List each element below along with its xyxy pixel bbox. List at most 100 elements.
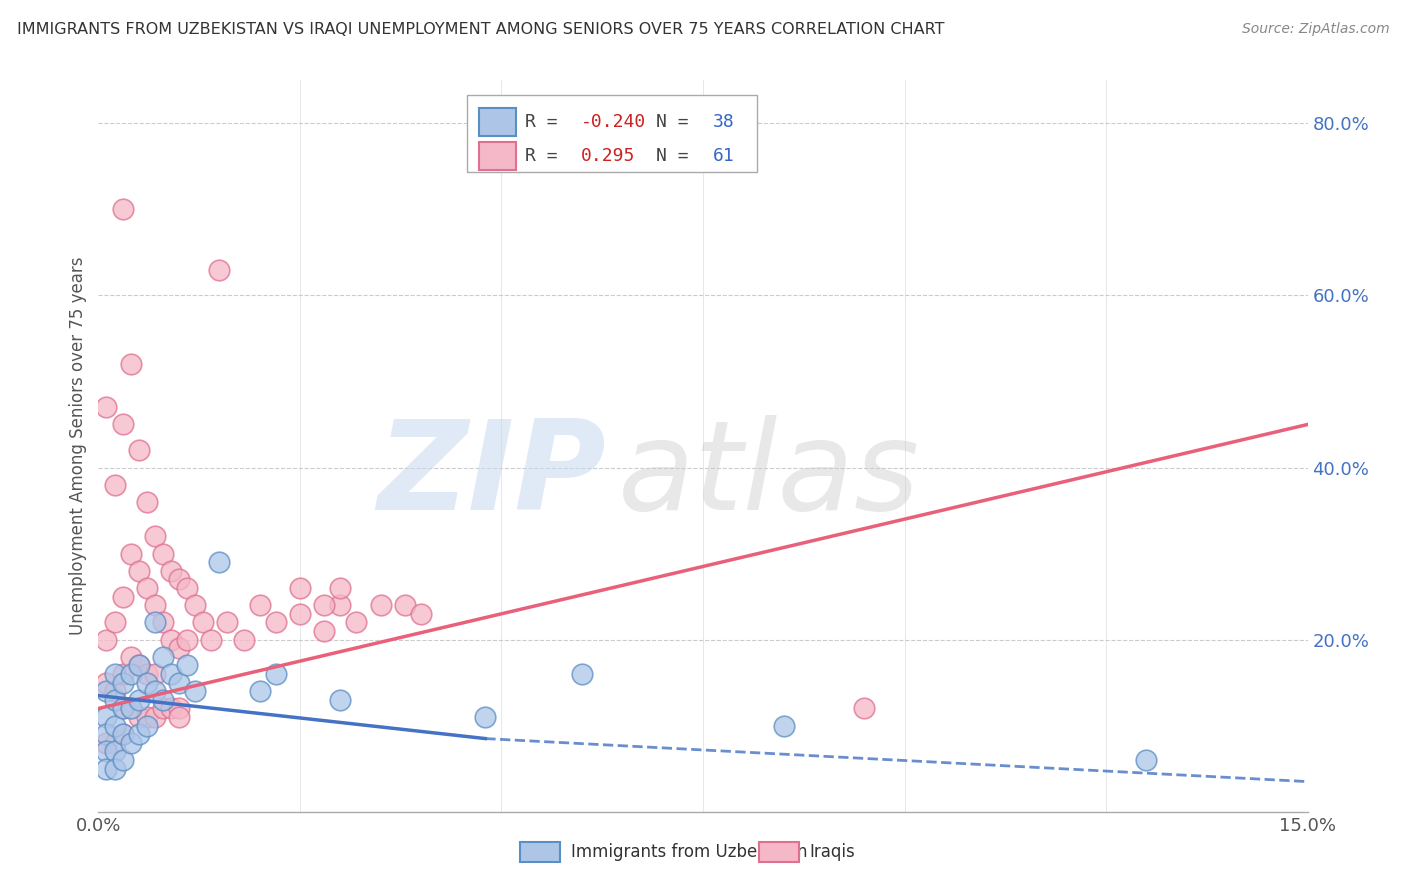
Point bbox=[1135, 753, 1157, 767]
Text: ZIP: ZIP bbox=[378, 415, 606, 536]
Point bbox=[249, 684, 271, 698]
Point bbox=[120, 701, 142, 715]
Point bbox=[167, 701, 190, 715]
Point bbox=[176, 658, 198, 673]
Point bbox=[128, 658, 150, 673]
Point bbox=[853, 701, 876, 715]
Text: -0.240: -0.240 bbox=[581, 113, 647, 131]
Text: 0.295: 0.295 bbox=[581, 146, 636, 165]
Y-axis label: Unemployment Among Seniors over 75 years: Unemployment Among Seniors over 75 years bbox=[69, 257, 87, 635]
Point bbox=[111, 667, 134, 681]
Point bbox=[111, 753, 134, 767]
Point bbox=[103, 744, 125, 758]
Point bbox=[96, 632, 118, 647]
Text: N =: N = bbox=[655, 113, 699, 131]
Point bbox=[167, 675, 190, 690]
Point bbox=[111, 590, 134, 604]
Point bbox=[111, 727, 134, 741]
Point bbox=[135, 675, 157, 690]
Point bbox=[160, 564, 183, 578]
Point bbox=[208, 262, 231, 277]
Point bbox=[103, 736, 125, 750]
Point bbox=[128, 443, 150, 458]
FancyBboxPatch shape bbox=[467, 95, 758, 171]
Point bbox=[314, 598, 336, 612]
Point bbox=[249, 598, 271, 612]
FancyBboxPatch shape bbox=[479, 142, 516, 169]
Point bbox=[103, 615, 125, 630]
Point bbox=[120, 547, 142, 561]
Point bbox=[128, 658, 150, 673]
Text: R =: R = bbox=[526, 146, 569, 165]
Point bbox=[120, 701, 142, 715]
Text: Source: ZipAtlas.com: Source: ZipAtlas.com bbox=[1241, 22, 1389, 37]
Point bbox=[184, 684, 207, 698]
Point bbox=[176, 632, 198, 647]
Point bbox=[160, 701, 183, 715]
Point bbox=[128, 727, 150, 741]
Point bbox=[135, 719, 157, 733]
Point bbox=[264, 615, 287, 630]
Point bbox=[128, 693, 150, 707]
Text: atlas: atlas bbox=[619, 415, 921, 536]
Point bbox=[135, 667, 157, 681]
Point bbox=[329, 581, 352, 595]
Point bbox=[120, 736, 142, 750]
Point bbox=[143, 615, 166, 630]
FancyBboxPatch shape bbox=[479, 108, 516, 136]
Point bbox=[288, 581, 311, 595]
Point bbox=[103, 719, 125, 733]
Point bbox=[344, 615, 367, 630]
Point bbox=[120, 357, 142, 371]
Point bbox=[329, 598, 352, 612]
Point bbox=[96, 675, 118, 690]
Point bbox=[160, 667, 183, 681]
Point bbox=[217, 615, 239, 630]
Point bbox=[474, 710, 496, 724]
Point bbox=[96, 727, 118, 741]
Point bbox=[143, 684, 166, 698]
Text: Iraqis: Iraqis bbox=[810, 843, 856, 861]
Text: 38: 38 bbox=[713, 113, 734, 131]
Point bbox=[111, 727, 134, 741]
Point bbox=[96, 762, 118, 776]
Point bbox=[103, 477, 125, 491]
Point bbox=[200, 632, 222, 647]
Text: IMMIGRANTS FROM UZBEKISTAN VS IRAQI UNEMPLOYMENT AMONG SENIORS OVER 75 YEARS COR: IMMIGRANTS FROM UZBEKISTAN VS IRAQI UNEM… bbox=[17, 22, 945, 37]
Point bbox=[264, 667, 287, 681]
Point bbox=[232, 632, 254, 647]
Point bbox=[135, 581, 157, 595]
Point bbox=[314, 624, 336, 638]
Point bbox=[111, 701, 134, 715]
Point bbox=[96, 401, 118, 415]
Point bbox=[208, 555, 231, 569]
Point bbox=[96, 736, 118, 750]
Point bbox=[394, 598, 416, 612]
Point bbox=[96, 684, 118, 698]
Point bbox=[288, 607, 311, 621]
Text: R =: R = bbox=[526, 113, 569, 131]
Point bbox=[111, 701, 134, 715]
Point bbox=[111, 417, 134, 432]
Point bbox=[120, 667, 142, 681]
Point bbox=[143, 598, 166, 612]
Point bbox=[167, 573, 190, 587]
Point bbox=[96, 710, 118, 724]
Point bbox=[111, 202, 134, 217]
Point bbox=[111, 675, 134, 690]
Text: N =: N = bbox=[655, 146, 699, 165]
Point bbox=[152, 615, 174, 630]
Point bbox=[103, 762, 125, 776]
Point bbox=[160, 632, 183, 647]
Point bbox=[103, 693, 125, 707]
Point bbox=[96, 744, 118, 758]
Point bbox=[167, 710, 190, 724]
Point bbox=[176, 581, 198, 595]
Point bbox=[370, 598, 392, 612]
Point bbox=[193, 615, 215, 630]
Point bbox=[329, 693, 352, 707]
Point bbox=[135, 495, 157, 509]
Point bbox=[409, 607, 432, 621]
Text: 61: 61 bbox=[713, 146, 734, 165]
Point bbox=[152, 693, 174, 707]
